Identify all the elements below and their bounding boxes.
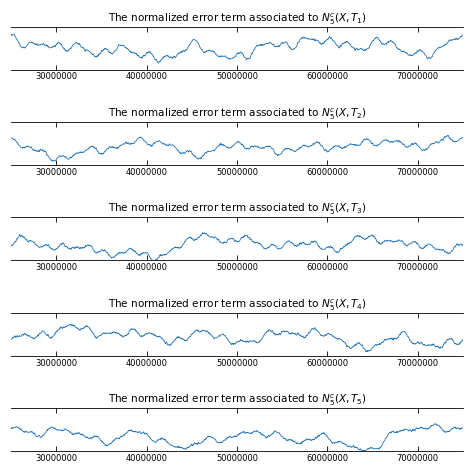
Title: The normalized error term associated to $N_5^c(X,T_5)$: The normalized error term associated to … bbox=[108, 392, 366, 408]
Title: The normalized error term associated to $N_5^c(X,T_4)$: The normalized error term associated to … bbox=[108, 297, 366, 312]
Title: The normalized error term associated to $N_5^c(X,T_1)$: The normalized error term associated to … bbox=[108, 11, 366, 27]
Title: The normalized error term associated to $N_5^c(X,T_2)$: The normalized error term associated to … bbox=[108, 107, 366, 122]
Title: The normalized error term associated to $N_5^c(X,T_3)$: The normalized error term associated to … bbox=[108, 202, 366, 217]
